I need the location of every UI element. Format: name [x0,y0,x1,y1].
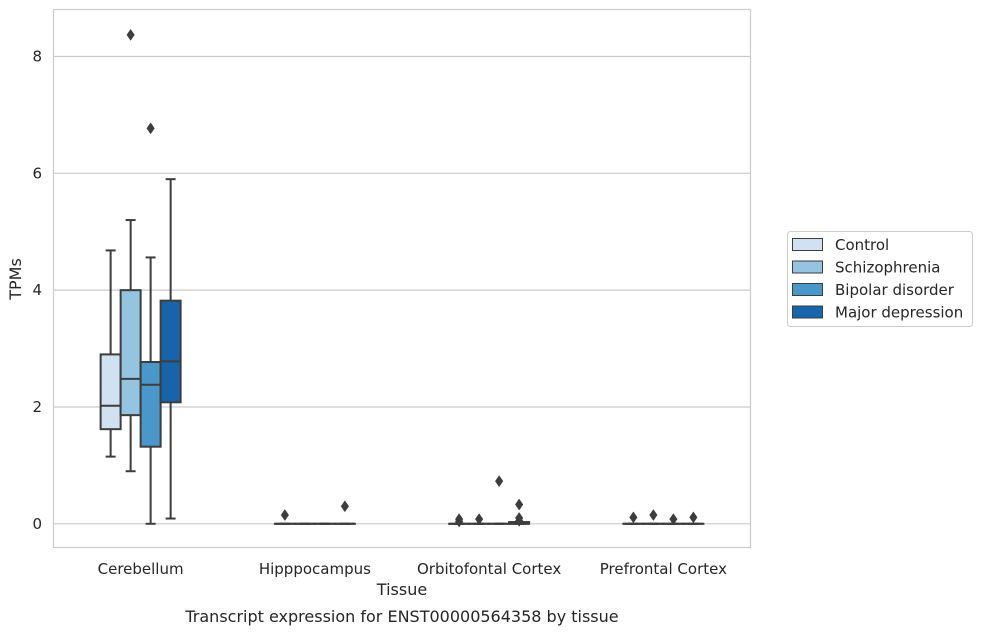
outlier-point [649,509,658,521]
box-1 [448,513,471,528]
box-body [139,360,162,448]
box-3 [662,513,685,526]
chart-caption: Transcript expression for ENST0000056435… [184,607,618,626]
box-body [119,289,142,417]
x-tick-label: Hipppocampus [259,560,371,578]
x-tick-label: Orbitofontal Cortex [417,560,561,578]
legend-label: Control [835,236,889,254]
outlier-point [280,509,289,521]
outlier-point [515,514,524,527]
box-2 [119,28,142,473]
y-axis-title: TPMs [6,258,25,301]
x-tick-labels: Cerebellum Hipppocampus Orbitofontal Corte… [98,560,727,578]
box-4 [159,178,182,520]
outlier-point [689,511,698,524]
outlier-point [455,515,464,528]
box-4 [333,500,356,525]
x-tick-label: Cerebellum [98,560,184,578]
x-tick-label: Prefrontal Cortex [600,560,727,578]
grid-layer [53,55,751,525]
box-2 [468,513,491,526]
y-tick-label: 0 [32,515,42,533]
box-1 [622,511,645,525]
y-tick-labels: 0 2 4 6 8 [32,48,42,533]
legend-label: Major depression [835,304,963,322]
outlier-point [495,475,504,488]
boxes [99,28,705,528]
box-1 [273,509,296,525]
box-4 [508,498,531,527]
legend-frame [787,231,973,327]
legend-swatch [792,260,823,274]
box-body [159,299,182,404]
y-tick-label: 8 [32,48,42,66]
outlier-point [126,28,135,41]
legend-swatch [792,305,823,319]
legend-swatch [792,283,823,296]
box-1 [99,249,122,458]
box-3 [488,475,511,525]
outlier-point [515,498,524,511]
box-3 [139,122,162,525]
outlier-point [669,513,678,526]
box-2 [642,509,665,525]
outlier-point [340,500,349,513]
legend-label: Bipolar disorder [835,281,955,299]
x-axis-title: Tissue [376,580,427,599]
outlier-point [475,513,484,526]
outlier-point [146,122,155,135]
box-4 [682,511,705,525]
legend-swatch [792,238,823,251]
outlier-point [629,511,638,524]
legend: Control Schizophrenia Bipolar disorder Majo… [787,231,973,327]
y-tick-label: 6 [32,164,42,182]
y-tick-label: 2 [32,398,42,416]
y-tick-label: 4 [32,281,42,299]
plot-frame [52,8,752,549]
legend-label: Schizophrenia [835,259,940,277]
box-body [99,353,122,431]
